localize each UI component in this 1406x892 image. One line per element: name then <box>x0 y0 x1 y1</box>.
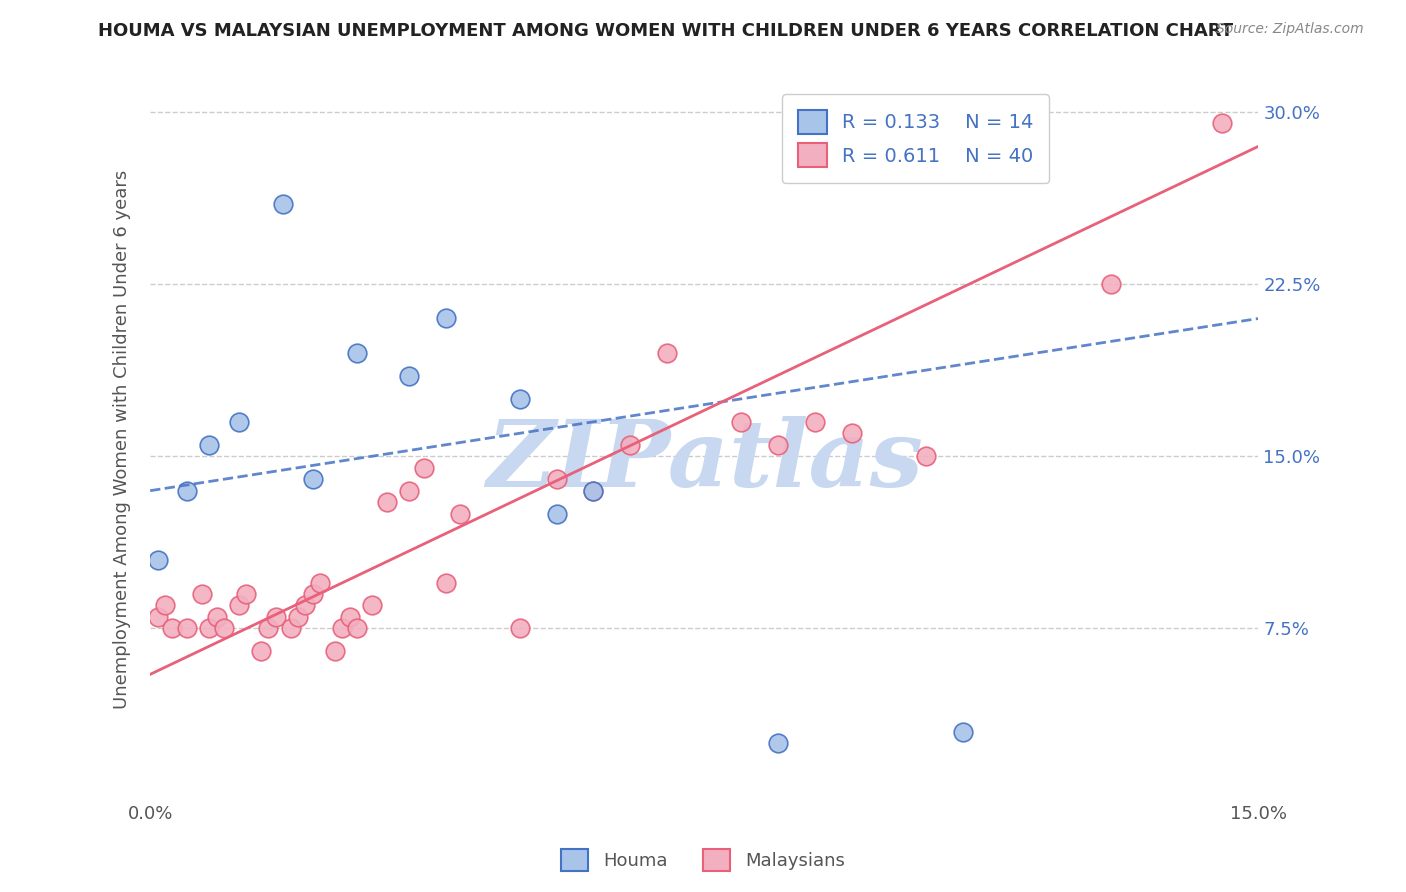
Point <box>198 438 221 452</box>
Point <box>323 644 346 658</box>
Point <box>1211 116 1233 130</box>
Point <box>212 622 235 636</box>
Point <box>804 415 827 429</box>
Point <box>546 507 568 521</box>
Point <box>280 622 302 636</box>
Point <box>176 622 198 636</box>
Legend: Houma, Malaysians: Houma, Malaysians <box>554 842 852 879</box>
Point <box>398 368 420 383</box>
Point <box>301 587 323 601</box>
Point <box>191 587 214 601</box>
Point <box>330 622 353 636</box>
Point <box>339 610 361 624</box>
Point <box>375 495 398 509</box>
Point <box>730 415 752 429</box>
Point <box>271 196 294 211</box>
Point <box>287 610 309 624</box>
Point <box>619 438 641 452</box>
Point <box>309 575 332 590</box>
Point <box>1099 277 1122 291</box>
Point <box>766 438 789 452</box>
Point <box>257 622 280 636</box>
Text: HOUMA VS MALAYSIAN UNEMPLOYMENT AMONG WOMEN WITH CHILDREN UNDER 6 YEARS CORRELAT: HOUMA VS MALAYSIAN UNEMPLOYMENT AMONG WO… <box>98 22 1233 40</box>
Point <box>162 622 184 636</box>
Point <box>582 483 605 498</box>
Point <box>434 575 457 590</box>
Point <box>509 392 531 406</box>
Text: Source: ZipAtlas.com: Source: ZipAtlas.com <box>1216 22 1364 37</box>
Point <box>264 610 287 624</box>
Point <box>176 483 198 498</box>
Point <box>952 724 974 739</box>
Point <box>235 587 257 601</box>
Point <box>398 483 420 498</box>
Point <box>346 346 368 360</box>
Point <box>546 472 568 486</box>
Point <box>412 460 434 475</box>
Point <box>205 610 228 624</box>
Point <box>250 644 273 658</box>
Point <box>450 507 472 521</box>
Point <box>301 472 323 486</box>
Point <box>146 552 169 566</box>
Point <box>228 599 250 613</box>
Point <box>657 346 679 360</box>
Y-axis label: Unemployment Among Women with Children Under 6 years: Unemployment Among Women with Children U… <box>114 169 131 708</box>
Point <box>915 449 938 463</box>
Point <box>360 599 382 613</box>
Point <box>766 736 789 750</box>
Legend: R = 0.133    N = 14, R = 0.611    N = 40: R = 0.133 N = 14, R = 0.611 N = 40 <box>782 95 1049 183</box>
Point <box>294 599 316 613</box>
Point <box>582 483 605 498</box>
Point <box>346 622 368 636</box>
Point <box>146 610 169 624</box>
Point <box>434 311 457 326</box>
Point <box>509 622 531 636</box>
Point <box>228 415 250 429</box>
Point <box>841 426 863 441</box>
Point <box>153 599 176 613</box>
Point <box>198 622 221 636</box>
Text: ZIPatlas: ZIPatlas <box>486 416 922 506</box>
